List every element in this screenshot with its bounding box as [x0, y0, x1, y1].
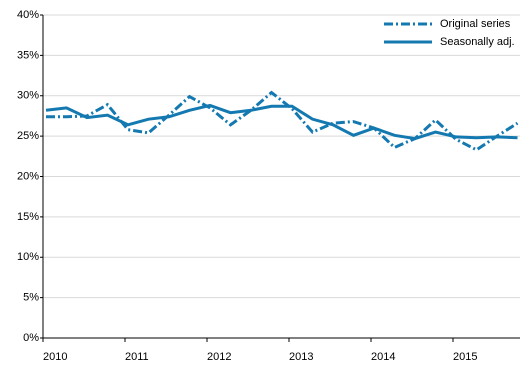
legend-label: Original series — [440, 18, 511, 30]
y-tick-label: 35% — [17, 49, 39, 61]
x-tick-label: 2015 — [453, 351, 477, 363]
y-tick-label: 5% — [23, 292, 39, 304]
y-tick-label: 40% — [17, 9, 39, 21]
y-tick-label: 15% — [17, 211, 39, 223]
y-tick-label: 10% — [17, 251, 39, 263]
x-tick-label: 2014 — [371, 351, 395, 363]
x-tick-label: 2011 — [125, 351, 149, 363]
x-tick-label: 2013 — [289, 351, 313, 363]
series-line — [46, 90, 519, 152]
y-tick-label: 20% — [17, 170, 39, 182]
x-tick-label: 2010 — [43, 351, 67, 363]
y-tick-label: 30% — [17, 90, 39, 102]
y-tick-label: 25% — [17, 130, 39, 142]
x-tick-label: 2012 — [207, 351, 231, 363]
y-tick-label: 0% — [23, 332, 39, 344]
legend-label: Seasonally adj. — [440, 36, 515, 48]
series-line — [45, 103, 518, 141]
